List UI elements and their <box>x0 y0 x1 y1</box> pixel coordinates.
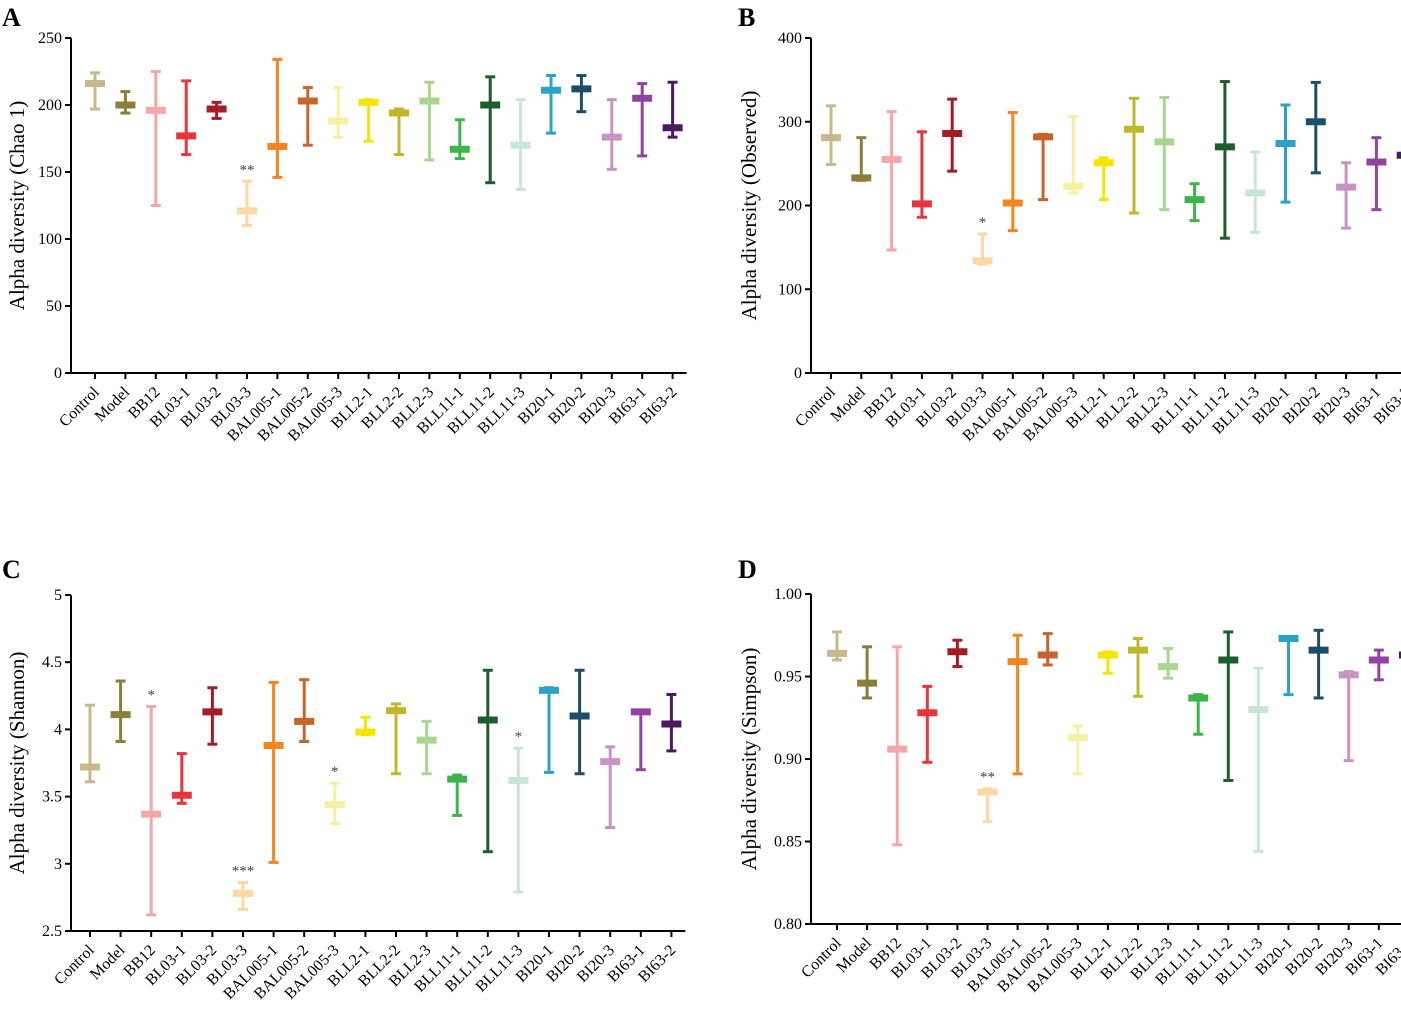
y-axis-title-b: Alpha diversity (Observed) <box>737 91 761 321</box>
chart-panel-d: 0.80 0.85 0.90 0.95 1.00 Alpha diversity (Sim… <box>737 586 1401 996</box>
x-tick-label-a-control: Control <box>56 383 103 430</box>
significance-label-c-bll11-3: * <box>515 729 523 745</box>
x-tick-label-b-model: Model <box>828 383 870 425</box>
y-tick-label-a: 250 <box>38 30 62 47</box>
y-tick-label-b: 100 <box>778 281 802 298</box>
y-axis-title-a: Alpha diversity (Chao 1) <box>5 101 29 310</box>
significance-label-b-bl03-3: * <box>979 215 987 231</box>
y-tick-label-d: 1.00 <box>774 586 802 603</box>
panel-letter-b: B <box>738 3 755 32</box>
y-tick-label-b: 300 <box>778 114 802 131</box>
y-tick-label-b: 400 <box>778 30 802 47</box>
y-axis-title-d: Alpha diversity (Simpson) <box>737 648 761 871</box>
y-tick-label-c: 3.5 <box>42 789 62 806</box>
x-tick-label-a-model: Model <box>92 383 134 425</box>
panel-letter-c: C <box>2 555 21 584</box>
y-tick-label-c: 4.5 <box>42 654 62 671</box>
y-tick-label-d: 0.85 <box>774 834 802 851</box>
chart-panel-a: 0 50 100 150 200 250 Alpha diversity (Chao 1) C… <box>5 30 687 445</box>
significance-label-d-bl03-3: ** <box>980 770 995 786</box>
y-tick-label-c: 5 <box>54 587 62 604</box>
x-tick-label-d-control: Control <box>798 934 845 981</box>
y-axis-title-c: Alpha diversity (Shannon) <box>5 652 29 875</box>
y-tick-label-a: 200 <box>38 97 62 114</box>
significance-label-c-bb12: * <box>147 688 155 704</box>
y-tick-label-a: 150 <box>38 164 62 181</box>
y-tick-label-d: 0.95 <box>774 669 802 686</box>
chart-panel-c: 2.5 3 3.5 4 4.5 5 Alpha diversity (Shannon) Con… <box>5 587 686 1003</box>
x-tick-label-c-model: Model <box>87 941 129 983</box>
panel-letter-d: D <box>738 555 757 584</box>
y-tick-label-a: 100 <box>38 231 62 248</box>
y-tick-label-d: 0.90 <box>774 751 802 768</box>
y-tick-label-c: 2.5 <box>42 923 62 940</box>
significance-label-c-bl03-3: *** <box>232 864 255 880</box>
significance-label-c-bal005-3: * <box>331 764 339 780</box>
x-tick-label-b-control: Control <box>792 383 839 430</box>
y-tick-label-b: 0 <box>794 365 802 382</box>
y-tick-label-c: 3 <box>54 856 62 873</box>
x-tick-label-d-model: Model <box>833 934 875 976</box>
y-tick-label-d: 0.80 <box>774 916 802 933</box>
x-tick-label-c-control: Control <box>51 941 98 988</box>
y-tick-label-a: 50 <box>46 298 62 315</box>
y-tick-label-c: 4 <box>54 721 62 738</box>
y-tick-label-a: 0 <box>54 365 62 382</box>
y-tick-label-b: 200 <box>778 198 802 215</box>
panel-letter-a: A <box>2 3 21 32</box>
significance-label-a-bl03-3: ** <box>240 162 255 178</box>
chart-panel-b: 0 100 200 300 400 Alpha diversity (Observed) C… <box>737 30 1401 445</box>
